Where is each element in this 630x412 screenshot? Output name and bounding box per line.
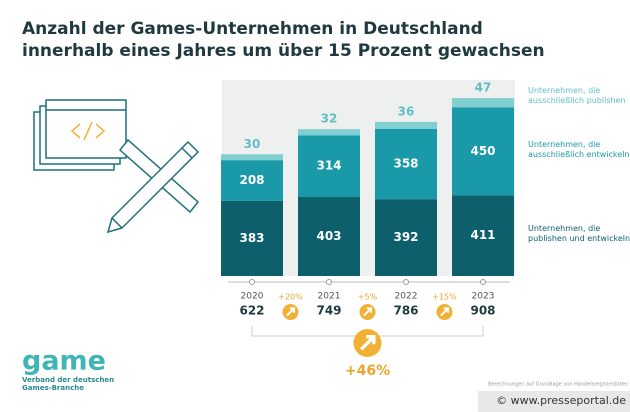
illustration <box>33 99 200 234</box>
growth-label: +5% <box>358 293 378 302</box>
bar-segment <box>452 98 514 108</box>
value-label: 403 <box>316 229 341 243</box>
bar-segment <box>298 197 360 276</box>
x-tick-label: 2022 <box>395 292 418 302</box>
value-label: 30 <box>244 137 261 151</box>
x-tick-label: 2023 <box>472 292 495 302</box>
growth-arrow <box>440 307 450 317</box>
logo-subtitle: Verband der deutschen Games-Branche <box>22 376 115 392</box>
title-line: innerhalb eines Jahres um über 15 Prozen… <box>22 41 545 61</box>
value-label: 383 <box>239 231 264 245</box>
value-label: 450 <box>470 144 495 158</box>
value-label: 392 <box>393 230 418 244</box>
total-label: 622 <box>239 304 264 318</box>
credit-box <box>478 391 630 412</box>
growth-arrow <box>286 307 296 317</box>
total-label: 749 <box>316 304 341 318</box>
bar-segment <box>221 200 283 276</box>
bar-segment <box>452 195 514 276</box>
value-label: 314 <box>316 159 341 173</box>
growth-label: +15% <box>432 293 457 302</box>
axis-dot <box>403 279 409 285</box>
growth-arrow <box>363 307 373 317</box>
axis-dot <box>326 279 332 285</box>
legend-entry: Unternehmen, die publishen und entwickel… <box>528 224 630 243</box>
bar-segment <box>221 154 283 161</box>
growth-arrow <box>359 334 376 351</box>
value-label: 358 <box>393 157 418 171</box>
bar-segment <box>298 135 360 198</box>
logo: game <box>22 346 106 377</box>
bar-segment <box>375 121 437 129</box>
legend-entry: Unternehmen, die ausschließlich publishe… <box>528 86 626 105</box>
total-label: 786 <box>393 304 418 318</box>
title-line: Anzahl der Games-Unternehmen in Deutschl… <box>22 19 483 39</box>
logo-subtitle-box: Verband der deutschen Games-Branche <box>22 376 115 392</box>
axis-dot <box>480 279 486 285</box>
legend-entry: Unternehmen, die ausschließlich entwicke… <box>528 140 630 159</box>
axis-dot <box>249 279 255 285</box>
value-label: 47 <box>475 81 492 95</box>
value-label: 36 <box>398 104 415 118</box>
value-label: 32 <box>321 112 338 126</box>
bar-segment <box>375 129 437 200</box>
total-label: 908 <box>470 304 495 318</box>
growth-label: +20% <box>278 293 303 302</box>
x-tick-label: 2021 <box>318 292 341 302</box>
x-tick-label: 2020 <box>241 292 264 302</box>
source: Berechnungen auf Grundlage von Handelsre… <box>488 382 628 388</box>
value-label: 208 <box>239 173 264 187</box>
bar-segment <box>452 107 514 196</box>
bar-segment <box>221 160 283 201</box>
bar-segment <box>375 199 437 276</box>
bar-segment <box>298 129 360 136</box>
total-growth-label: +46% <box>345 363 390 379</box>
credit: © www.presseportal.de <box>496 394 626 407</box>
value-label: 411 <box>470 228 495 242</box>
